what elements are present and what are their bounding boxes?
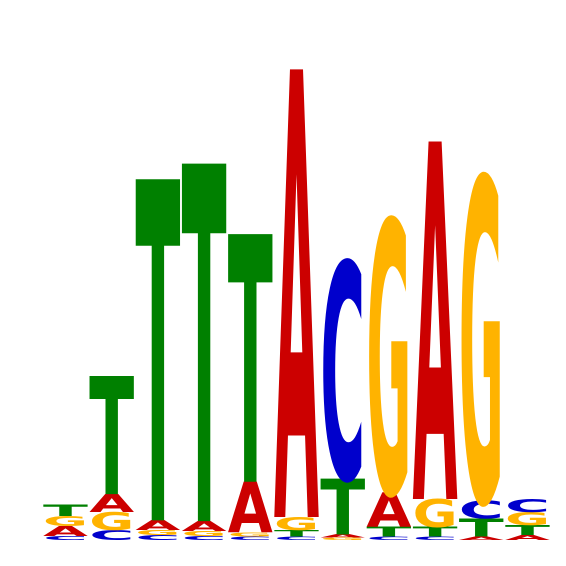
logo-letter-c: C	[459, 496, 504, 525]
logo-letter-t: T	[182, 66, 227, 566]
logo-letter-t: T	[89, 345, 134, 534]
logo-letter-t: T	[505, 523, 551, 539]
logo-letter-a: A	[274, 0, 319, 566]
logo-letter-a: A	[413, 45, 458, 566]
logo-letter-a: A	[135, 518, 180, 534]
logo-letter-t: T	[320, 464, 365, 553]
logo-letter-g: G	[459, 91, 504, 566]
logo-letter-c: C	[43, 535, 88, 541]
logo-letter-g: G	[228, 532, 273, 538]
logo-letter-g: G	[320, 537, 365, 541]
logo-letter-g: G	[274, 513, 319, 534]
logo-letter-g: G	[89, 508, 134, 537]
logo-letter-a: A	[228, 469, 273, 550]
logo-letter-t: T	[274, 529, 319, 540]
logo-letter-c: C	[182, 535, 227, 541]
logo-letter-a: A	[89, 489, 135, 518]
logo-letter-a: A	[320, 533, 365, 538]
logo-letter-t: T	[228, 167, 273, 563]
logo-letter-t: T	[43, 502, 88, 520]
logo-letter-c: C	[89, 528, 134, 544]
logo-letter-t: T	[413, 525, 459, 541]
logo-letter-g: G	[182, 530, 227, 538]
logo-letter-g: G	[135, 529, 180, 537]
logo-letter-c: C	[366, 536, 411, 541]
logo-letter-a: A	[43, 523, 88, 539]
logo-letter-g: G	[413, 492, 458, 537]
logo-letter-g: G	[366, 145, 411, 566]
logo-letter-a: A	[366, 484, 411, 538]
logo-letter-c: C	[320, 203, 365, 549]
logo-letter-a: A	[182, 519, 227, 535]
logo-letter-t: T	[366, 525, 412, 541]
logo-letter-c: C	[228, 536, 273, 541]
logo-letter-a: A	[459, 536, 504, 541]
logo-letter-c: C	[135, 534, 180, 542]
logo-letter-c: C	[505, 495, 550, 516]
logo-letter-a: A	[505, 534, 550, 542]
logo-letter-t: T	[135, 86, 180, 566]
logo-letter-t: T	[459, 514, 504, 543]
logo-letter-c: C	[274, 536, 319, 541]
logo-letter-g: G	[43, 514, 88, 530]
logo-letter-g: G	[505, 508, 550, 529]
logo-letter-c: C	[413, 536, 458, 541]
